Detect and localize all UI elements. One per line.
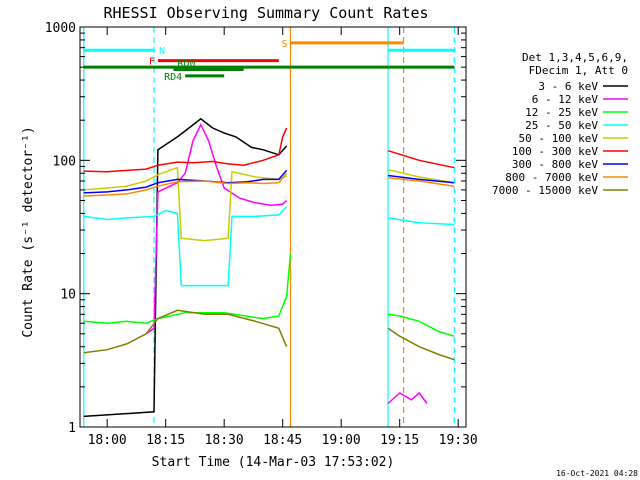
y-axis-label: Count Rate (s⁻¹ detector⁻¹) bbox=[21, 126, 36, 337]
plot-frame bbox=[79, 26, 467, 428]
flag-label-rd4: RD4 bbox=[164, 72, 182, 83]
legend-entry-7: 800 - 7000 keV bbox=[505, 171, 598, 184]
legend-entry-1: 6 - 12 keV bbox=[532, 93, 599, 106]
series-line-4 bbox=[83, 166, 455, 242]
x-tick-label-0: 18:00 bbox=[88, 433, 127, 448]
series-line-6 bbox=[83, 169, 455, 194]
series-lines bbox=[83, 117, 455, 418]
series-line-0 bbox=[83, 117, 288, 418]
y-tick-label-2: 100 bbox=[53, 154, 76, 169]
series-line-1 bbox=[145, 122, 428, 405]
legend-entry-0: 3 - 6 keV bbox=[538, 80, 598, 93]
legend: Det 1,3,4,5,6,9,FDecim 1, Att 0 3 - 6 keV… bbox=[492, 51, 628, 197]
x-axis-ticks: 18:00 18:15 18:30 18:45 19:00 19:15 19:30 bbox=[88, 27, 478, 448]
flag-label-s: S bbox=[281, 39, 287, 50]
x-tick-label-3: 18:45 bbox=[263, 433, 302, 448]
legend-entry-5: 100 - 300 keV bbox=[512, 145, 598, 158]
series-line-5 bbox=[83, 127, 455, 173]
vertical-markers bbox=[83, 27, 455, 427]
legend-entry-4: 50 - 100 keV bbox=[519, 132, 599, 145]
flag-label-n: N bbox=[159, 46, 165, 57]
x-tick-label-6: 19:30 bbox=[439, 433, 478, 448]
legend-entry-3: 25 - 50 keV bbox=[525, 119, 598, 132]
x-tick-label-5: 19:15 bbox=[380, 433, 419, 448]
x-tick-label-4: 19:00 bbox=[322, 433, 361, 448]
x-tick-label-2: 18:30 bbox=[205, 433, 244, 448]
legend-entry-6: 300 - 800 keV bbox=[512, 158, 598, 171]
legend-entry-8: 7000 - 15000 keV bbox=[492, 184, 598, 197]
series-line-3 bbox=[83, 206, 455, 287]
x-tick-label-1: 18:15 bbox=[146, 433, 185, 448]
chart-title: RHESSI Observing Summary Count Rates bbox=[103, 4, 428, 22]
generation-timestamp: 16-Oct-2021 04:28 bbox=[556, 469, 638, 478]
x-axis-label: Start Time (14-Mar-03 17:53:02) bbox=[152, 455, 395, 470]
legend-header-0: Det 1,3,4,5,6,9, bbox=[522, 51, 628, 64]
y-tick-label-1: 10 bbox=[60, 288, 76, 303]
y-tick-label-3: 1000 bbox=[45, 21, 76, 36]
y-tick-label-0: 1 bbox=[68, 421, 76, 436]
series-line-8 bbox=[83, 309, 455, 361]
legend-entry-2: 12 - 25 keV bbox=[525, 106, 598, 119]
flag-label-f: F bbox=[149, 57, 155, 68]
flag-bars: N S F RD0 RD4 bbox=[83, 39, 455, 83]
series-line-2 bbox=[83, 253, 455, 337]
legend-header-1: FDecim 1, Att 0 bbox=[529, 64, 628, 77]
y-axis-ticks: 1 10 100 1000 bbox=[45, 21, 466, 436]
series-line-7 bbox=[83, 172, 455, 197]
flag-label-rd0: RD0 bbox=[177, 59, 195, 70]
